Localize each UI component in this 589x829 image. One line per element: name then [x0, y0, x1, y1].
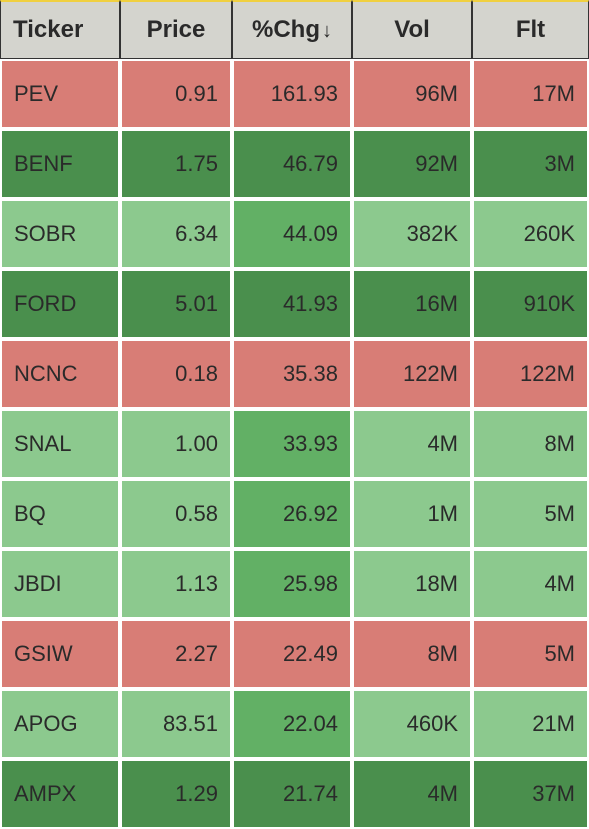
cell-chg: 26.92 — [232, 479, 352, 549]
cell-ticker: NCNC — [0, 339, 120, 409]
cell-price: 0.91 — [120, 59, 232, 129]
cell-flt: 5M — [472, 619, 589, 689]
cell-vol: 1M — [352, 479, 472, 549]
cell-flt: 4M — [472, 549, 589, 619]
cell-price: 0.18 — [120, 339, 232, 409]
sort-arrow-down-icon: ↓ — [322, 20, 332, 42]
table-row[interactable]: AMPX1.2921.744M37M — [0, 759, 589, 829]
cell-price: 1.00 — [120, 409, 232, 479]
cell-vol: 4M — [352, 409, 472, 479]
table-body: PEV0.91161.9396M17MBENF1.7546.7992M3MSOB… — [0, 59, 589, 829]
cell-vol: 382K — [352, 199, 472, 269]
cell-vol: 92M — [352, 129, 472, 199]
table-row[interactable]: FORD5.0141.9316M910K — [0, 269, 589, 339]
column-header-vol[interactable]: Vol — [352, 0, 472, 59]
cell-vol: 96M — [352, 59, 472, 129]
cell-chg: 22.49 — [232, 619, 352, 689]
cell-ticker: PEV — [0, 59, 120, 129]
cell-ticker: BENF — [0, 129, 120, 199]
cell-price: 83.51 — [120, 689, 232, 759]
column-header-flt[interactable]: Flt — [472, 0, 589, 59]
table-row[interactable]: JBDI1.1325.9818M4M — [0, 549, 589, 619]
cell-vol: 8M — [352, 619, 472, 689]
cell-price: 6.34 — [120, 199, 232, 269]
cell-chg: 33.93 — [232, 409, 352, 479]
cell-chg: 41.93 — [232, 269, 352, 339]
cell-vol: 460K — [352, 689, 472, 759]
cell-ticker: SOBR — [0, 199, 120, 269]
table-row[interactable]: PEV0.91161.9396M17M — [0, 59, 589, 129]
cell-vol: 122M — [352, 339, 472, 409]
cell-vol: 4M — [352, 759, 472, 829]
column-header-ticker[interactable]: Ticker — [0, 0, 120, 59]
cell-chg: 25.98 — [232, 549, 352, 619]
table-row[interactable]: APOG83.5122.04460K21M — [0, 689, 589, 759]
cell-price: 1.75 — [120, 129, 232, 199]
cell-flt: 910K — [472, 269, 589, 339]
column-header-chg[interactable]: %Chg↓ — [232, 0, 352, 59]
cell-vol: 16M — [352, 269, 472, 339]
cell-flt: 3M — [472, 129, 589, 199]
cell-chg: 21.74 — [232, 759, 352, 829]
cell-chg: 22.04 — [232, 689, 352, 759]
cell-ticker: FORD — [0, 269, 120, 339]
cell-price: 0.58 — [120, 479, 232, 549]
cell-chg: 35.38 — [232, 339, 352, 409]
table-row[interactable]: BENF1.7546.7992M3M — [0, 129, 589, 199]
stock-table: TickerPrice%Chg↓VolFlt PEV0.91161.9396M1… — [0, 0, 589, 829]
cell-flt: 17M — [472, 59, 589, 129]
cell-chg: 44.09 — [232, 199, 352, 269]
cell-flt: 37M — [472, 759, 589, 829]
cell-chg: 46.79 — [232, 129, 352, 199]
cell-flt: 122M — [472, 339, 589, 409]
table-row[interactable]: GSIW2.2722.498M5M — [0, 619, 589, 689]
cell-price: 2.27 — [120, 619, 232, 689]
cell-ticker: SNAL — [0, 409, 120, 479]
cell-flt: 5M — [472, 479, 589, 549]
cell-flt: 260K — [472, 199, 589, 269]
table-header-row: TickerPrice%Chg↓VolFlt — [0, 0, 589, 59]
cell-price: 1.29 — [120, 759, 232, 829]
column-header-price[interactable]: Price — [120, 0, 232, 59]
table-row[interactable]: BQ0.5826.921M5M — [0, 479, 589, 549]
cell-flt: 21M — [472, 689, 589, 759]
table-row[interactable]: SNAL1.0033.934M8M — [0, 409, 589, 479]
cell-price: 5.01 — [120, 269, 232, 339]
cell-ticker: GSIW — [0, 619, 120, 689]
cell-ticker: JBDI — [0, 549, 120, 619]
cell-ticker: BQ — [0, 479, 120, 549]
cell-flt: 8M — [472, 409, 589, 479]
table-row[interactable]: NCNC0.1835.38122M122M — [0, 339, 589, 409]
cell-vol: 18M — [352, 549, 472, 619]
cell-ticker: APOG — [0, 689, 120, 759]
table-row[interactable]: SOBR6.3444.09382K260K — [0, 199, 589, 269]
cell-price: 1.13 — [120, 549, 232, 619]
cell-ticker: AMPX — [0, 759, 120, 829]
cell-chg: 161.93 — [232, 59, 352, 129]
